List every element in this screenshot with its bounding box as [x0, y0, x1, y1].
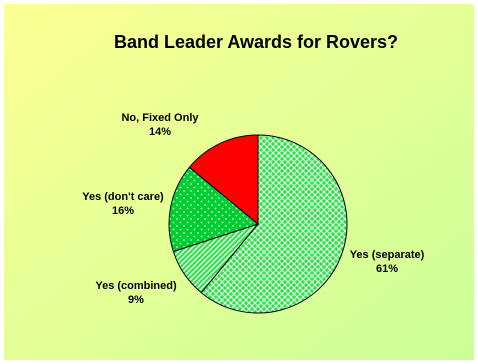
slice-value-label: 14% — [149, 126, 171, 138]
chart-title: Band Leader Awards for Rovers? — [114, 32, 398, 52]
slice-label: No, Fixed Only — [121, 112, 199, 124]
slice-labels: Yes (separate) 61% Yes (combined) 9% Yes (do… — [82, 112, 424, 306]
slice-value-label: 16% — [112, 205, 134, 217]
pie-slices — [168, 134, 348, 314]
pie-slice-yes-separate — [200, 134, 348, 314]
pie-slice-yes-don-t-care — [168, 166, 260, 253]
slice-label: Yes (separate) — [350, 249, 425, 261]
slice-value-label: 9% — [128, 294, 144, 306]
slice-label: Yes (don't care) — [82, 191, 164, 203]
slice-label: Yes (combined) — [95, 280, 177, 292]
pie-slice-no-fixed-only — [188, 134, 259, 226]
slice-value-label: 61% — [376, 263, 398, 275]
